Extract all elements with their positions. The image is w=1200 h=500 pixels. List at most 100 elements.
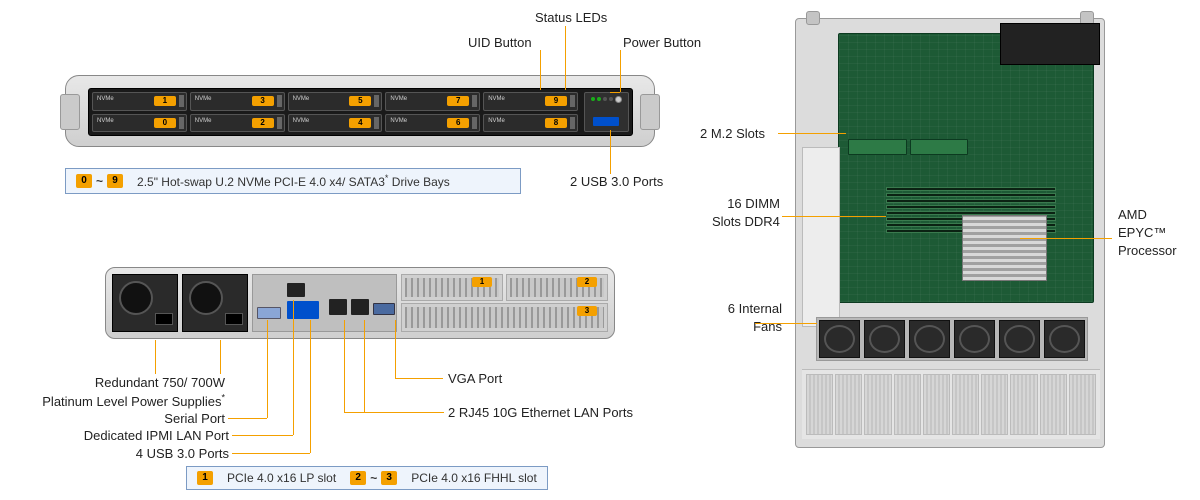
psu-text: Redundant 750/ 700WPlatinum Level Power …: [42, 375, 225, 409]
rear-legend-box: 1 PCIe 4.0 x16 LP slot 2 ~ 3 PCIe 4.0 x1…: [186, 466, 548, 490]
leader-line: [540, 50, 541, 90]
nvme-label: NVMe: [293, 118, 310, 124]
fan-row: [816, 317, 1088, 361]
legend-chipwrap: 1: [197, 471, 213, 485]
fan-icon: [1044, 320, 1085, 358]
top-chassis: [795, 18, 1105, 448]
leader-line: [755, 323, 817, 324]
leader-line: [228, 418, 267, 419]
bay-badge: 5: [349, 96, 371, 106]
psu-internal-icon: [1000, 23, 1100, 65]
drive-bay: NVMe6: [385, 114, 480, 133]
mount-ear-icon: [806, 11, 820, 25]
dimm-line1: 16 DIMM: [727, 196, 780, 211]
callout-vga: VGA Port: [448, 371, 502, 386]
status-leds-icon: [591, 97, 613, 101]
legend-text: PCIe 4.0 x16 FHHL slot: [411, 471, 537, 485]
nvme-label: NVMe: [488, 118, 505, 124]
psu-module: [182, 274, 248, 332]
nvme-label: NVMe: [97, 118, 114, 124]
nvme-label: NVMe: [293, 96, 310, 102]
leader-line: [610, 130, 611, 174]
bay-badge: 3: [252, 96, 274, 106]
pcie-badge: 3: [577, 306, 597, 316]
drive-bay: NVMe9: [483, 92, 578, 111]
legend-chip: 0: [76, 174, 92, 188]
leader-line: [310, 320, 311, 453]
rack-ear-right: [640, 94, 660, 130]
leader-line: [364, 320, 365, 412]
drive-bay: NVMe 1: [92, 92, 187, 111]
leader-line: [620, 50, 621, 92]
legend-chip: 3: [381, 471, 397, 485]
front-faceplate: NVMe1 NVMe3 NVMe5 NVMe7 NVMe9 NVMe0 NVMe…: [88, 88, 633, 136]
drive-bay: NVMe 5: [288, 92, 383, 111]
leader-line: [267, 320, 268, 418]
callout-usb4: 4 USB 3.0 Ports: [124, 446, 229, 461]
legend-chip: 1: [197, 471, 213, 485]
nvme-label: NVMe: [97, 96, 114, 102]
pcie-badge: 2: [577, 277, 597, 287]
fan-icon: [819, 320, 860, 358]
leader-line: [344, 320, 345, 412]
leader-line: [782, 216, 886, 217]
drive-bay: NVMe0: [92, 114, 187, 133]
leader-line: [395, 378, 443, 379]
legend-chip: 2: [350, 471, 366, 485]
legend-range: 2 ~ 3: [350, 471, 397, 485]
callout-power-button: Power Button: [623, 35, 701, 50]
leader-line: [232, 453, 310, 454]
leader-line: [565, 26, 566, 90]
callout-serial: Serial Port: [120, 411, 225, 426]
nvme-label: NVMe: [488, 96, 505, 102]
pcie-zone: 1 2 3: [401, 274, 608, 332]
bay-badge: 6: [447, 118, 469, 128]
io-zone: [252, 274, 397, 332]
psu-module: [112, 274, 178, 332]
leader-line: [395, 320, 396, 378]
drive-bay: NVMe7: [385, 92, 480, 111]
ipmi-port-icon: [287, 283, 305, 297]
nvme-label: NVMe: [195, 118, 212, 124]
bay-badge: 7: [447, 96, 469, 106]
bay-badge: 2: [252, 118, 274, 128]
fan-icon: [909, 320, 950, 358]
pcie-slot: 3: [401, 303, 608, 332]
leader-line: [293, 300, 294, 435]
vga-port-icon: [373, 303, 395, 315]
legend-chip: 9: [107, 174, 123, 188]
drive-bay: NVMe 4: [288, 114, 383, 133]
leader-line: [220, 340, 221, 374]
leader-line: [344, 412, 444, 413]
rack-ear-left: [60, 94, 80, 130]
power-button-icon: [615, 96, 622, 103]
rear-chassis: 1 2 3: [105, 267, 615, 339]
leader-line: [1020, 238, 1112, 239]
callout-cpu: AMD EPYC™ Processor: [1118, 206, 1177, 261]
callout-dimm: 16 DIMM Slots DDR4: [712, 195, 780, 230]
callout-m2: 2 M.2 Slots: [700, 126, 765, 141]
dimm-line2: Slots DDR4: [712, 214, 780, 229]
fan-icon: [864, 320, 905, 358]
callout-status-leds: Status LEDs: [535, 10, 607, 25]
leader-line: [232, 435, 293, 436]
leader-line: [155, 340, 156, 374]
drive-bay: NVMe8: [483, 114, 578, 133]
drive-bay: NVMe3: [190, 92, 285, 111]
leader-line: [610, 92, 620, 93]
bay-badge: 4: [349, 118, 371, 128]
callout-uid-button: UID Button: [468, 35, 532, 50]
fan-icon: [999, 320, 1040, 358]
server-annotated-diagram: NVMe1 NVMe3 NVMe5 NVMe7 NVMe9 NVMe0 NVMe…: [0, 0, 1200, 500]
pcie-slot: 1: [401, 274, 503, 301]
cpu-line3: Processor: [1118, 243, 1177, 258]
m2-slots-icon: [848, 139, 968, 155]
legend-text: 2.5" Hot-swap U.2 NVMe PCI-E 4.0 x4/ SAT…: [137, 173, 450, 189]
cpu-line1: AMD: [1118, 207, 1147, 222]
serial-port-icon: [257, 307, 281, 319]
front-chassis: NVMe1 NVMe3 NVMe5 NVMe7 NVMe9 NVMe0 NVMe…: [65, 75, 655, 147]
leader-line: [778, 133, 846, 134]
fan-icon: [954, 320, 995, 358]
cpu-heatsink-icon: [962, 215, 1047, 281]
bay-badge: 1: [154, 96, 176, 106]
